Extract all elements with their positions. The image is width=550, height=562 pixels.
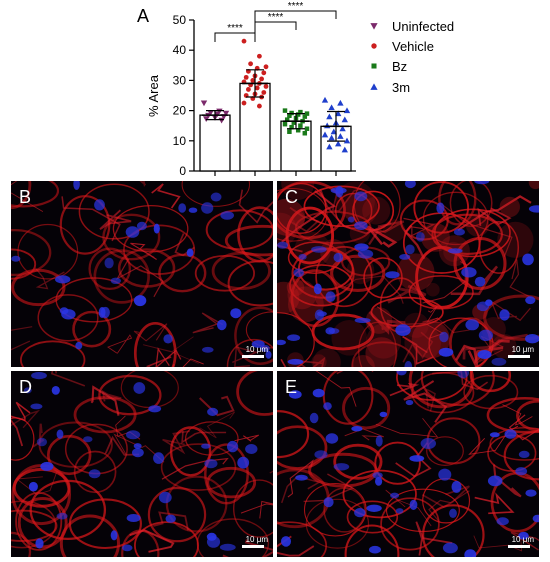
data-point (291, 120, 297, 125)
data-point (328, 134, 335, 141)
y-axis-label: % Area (146, 74, 161, 117)
data-point (326, 143, 333, 150)
data-point (302, 114, 308, 119)
data-point (282, 121, 288, 127)
data-point (298, 109, 303, 115)
data-point (326, 113, 333, 120)
tissue-texture (11, 371, 273, 557)
data-point (282, 108, 288, 113)
data-point (243, 74, 249, 80)
data-point (341, 146, 348, 153)
legend-marker (371, 63, 377, 69)
data-point (257, 53, 262, 59)
significance-label: **** (268, 12, 284, 23)
y-tick-label: 50 (173, 13, 187, 27)
micrograph-d: D 10 μm (11, 371, 273, 557)
data-point (304, 111, 310, 116)
data-point (289, 124, 294, 130)
data-point (263, 84, 269, 89)
data-point (250, 78, 256, 83)
legend-marker (370, 23, 378, 30)
data-point (284, 117, 290, 122)
data-point (259, 76, 264, 82)
y-tick-label: 20 (173, 104, 187, 118)
data-point (261, 90, 267, 95)
data-point (287, 113, 292, 118)
y-tick-label: 0 (179, 164, 186, 178)
micrograph-d-image (11, 371, 273, 557)
bar-uninfected (199, 114, 231, 172)
legend-marker (370, 83, 378, 90)
data-point (241, 38, 247, 44)
panel-a-label: A (137, 6, 150, 26)
data-point (254, 85, 260, 91)
data-point (222, 110, 230, 117)
data-point (339, 125, 346, 132)
data-point (304, 126, 310, 131)
data-point (289, 110, 294, 116)
data-point (263, 64, 269, 70)
scale-bar-label: 10 μm (245, 345, 268, 354)
micrograph-e-image (277, 371, 539, 557)
data-point (248, 61, 254, 67)
y-tick-label: 10 (173, 134, 187, 148)
micrograph-e: E 10 μm (277, 371, 539, 557)
data-point (246, 87, 251, 92)
data-point (295, 127, 301, 133)
scale-bar (242, 545, 264, 548)
significance-label: **** (288, 1, 304, 12)
scale-bar (242, 355, 264, 358)
data-point (343, 107, 351, 114)
data-point (200, 100, 208, 107)
data-point (321, 96, 329, 103)
data-point (324, 122, 331, 129)
micrograph-b: B 10 μm (11, 181, 273, 367)
data-point (302, 131, 308, 136)
data-point (337, 133, 344, 139)
data-point (287, 129, 292, 134)
data-point (341, 116, 348, 123)
panel-d-label: D (19, 377, 32, 397)
tissue-texture (277, 181, 539, 367)
significance-label: **** (227, 23, 243, 34)
legend-marker (371, 43, 377, 49)
data-point (261, 70, 267, 76)
panel-e-label: E (285, 377, 298, 397)
micrograph-b-image (11, 181, 273, 367)
scale-bar-label: 10 μm (511, 345, 534, 354)
data-point (295, 112, 301, 117)
scale-bar-label: 10 μm (245, 535, 268, 544)
tissue-texture (11, 181, 273, 367)
data-point (337, 99, 344, 106)
legend-label: Uninfected (392, 19, 454, 34)
data-point (241, 100, 247, 106)
data-point (298, 123, 303, 128)
data-point (328, 104, 335, 111)
legend-label: Vehicle (392, 39, 434, 54)
data-point (343, 137, 351, 144)
panel-c-label: C (285, 187, 298, 207)
data-point (335, 140, 342, 147)
scale-bar-label: 10 μm (511, 535, 534, 544)
legend-label: 3m (392, 80, 410, 95)
data-point (257, 103, 262, 109)
significance-bracket (254, 10, 337, 41)
legend-label: Bz (392, 59, 407, 74)
y-tick-label: 40 (173, 43, 187, 57)
panel-b-label: B (19, 187, 32, 207)
scale-bar (508, 545, 530, 548)
tissue-texture (277, 371, 539, 557)
micrograph-c-image (277, 181, 539, 367)
bar-chart: 0 10 20 30 40 50 % Area **** **** **** Uninfected V… (146, 1, 454, 178)
significance-bracket (214, 32, 256, 42)
data-point (321, 131, 329, 138)
scale-bar (508, 355, 530, 358)
micrograph-c: C 10 μm (277, 181, 539, 367)
y-tick-label: 30 (173, 73, 187, 87)
significance-bracket (254, 21, 297, 42)
